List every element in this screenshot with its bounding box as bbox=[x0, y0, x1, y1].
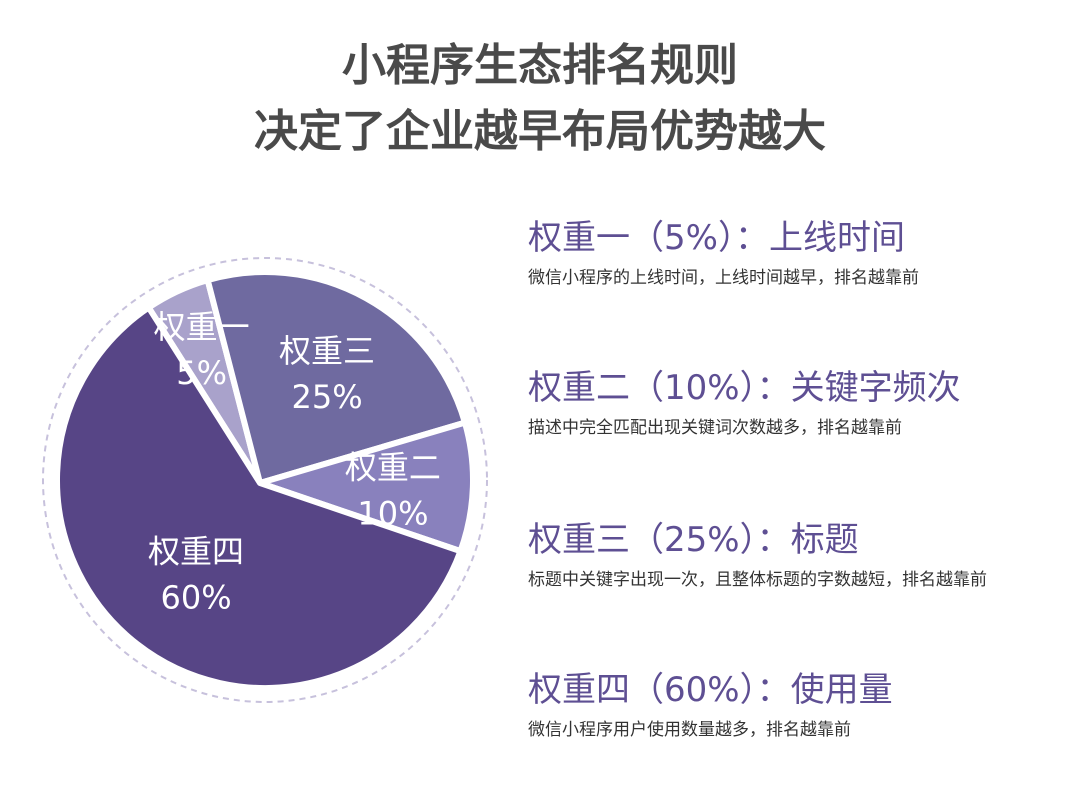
pie-slice-value-label: 25% bbox=[291, 378, 362, 416]
legend-description: 微信小程序的上线时间，上线时间越早，排名越靠前 bbox=[528, 268, 919, 288]
legend-item-weight-2: 权重二（10%）：关键字频次 描述中完全匹配出现关键词次数越多，排名越靠前 bbox=[528, 364, 1068, 444]
legend-heading: 权重四（60%）：使用量 bbox=[528, 670, 893, 710]
pie-slice-value-label: 60% bbox=[160, 578, 231, 616]
legend-heading: 权重二（10%）：关键字频次 bbox=[528, 368, 961, 408]
legend-item-weight-3: 权重三（25%）：标题 标题中关键字出现一次，且整体标题的字数越短，排名越靠前 bbox=[528, 516, 1068, 596]
pie-dashed-outline bbox=[42, 257, 488, 703]
pie-slice-category-label: 权重二 bbox=[345, 448, 441, 486]
pie-slice-value-label: 5% bbox=[176, 354, 227, 392]
legend-description: 标题中关键字出现一次，且整体标题的字数越短，排名越靠前 bbox=[528, 570, 987, 590]
pie-slice-2 bbox=[204, 269, 468, 486]
legend-item-weight-4: 权重四（60%）：使用量 微信小程序用户使用数量越多，排名越靠前 bbox=[528, 666, 1068, 746]
legend-heading: 权重一（5%）：上线时间 bbox=[528, 218, 905, 258]
page-title-line-1: 小程序生态排名规则 bbox=[342, 40, 738, 91]
pie-slice-category-label: 权重四 bbox=[148, 532, 244, 570]
pie-slice-category-label: 权重三 bbox=[279, 332, 375, 370]
legend-heading: 权重三（25%）：标题 bbox=[528, 520, 859, 560]
legend-item-weight-1: 权重一（5%）：上线时间 微信小程序的上线时间，上线时间越早，排名越靠前 bbox=[528, 214, 1068, 294]
pie-slice-category-label: 权重一 bbox=[154, 308, 250, 346]
pie-slice-3 bbox=[257, 419, 476, 555]
page-title-line-2: 决定了企业越早布局优势越大 bbox=[254, 106, 826, 157]
pie-slice-4 bbox=[54, 304, 464, 691]
legend-description: 描述中完全匹配出现关键词次数越多，排名越靠前 bbox=[528, 418, 902, 438]
legend-description: 微信小程序用户使用数量越多，排名越靠前 bbox=[528, 720, 851, 740]
pie-svg: 权重一 5% 权重三 25% 权重二 10% 权重四 60% bbox=[42, 257, 488, 703]
pie-slice-value-label: 10% bbox=[357, 494, 428, 532]
weight-pie-chart: 权重一 5% 权重三 25% 权重二 10% 权重四 60% bbox=[40, 255, 490, 705]
